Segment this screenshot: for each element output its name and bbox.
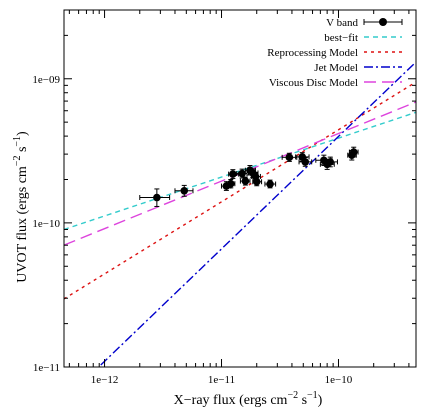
x-axis-title: X−ray flux (ergs cm−2 s−1) [174, 390, 323, 408]
point-marker [226, 179, 235, 188]
legend: V band best−fit Reprocessing Model Jet M… [267, 17, 403, 89]
point-marker [301, 158, 310, 166]
data-point [174, 184, 194, 197]
legend-entry-line-0: best−fit [324, 32, 402, 44]
legend-entry-points: V band [326, 17, 403, 29]
legend-label-points: V band [326, 17, 358, 29]
plot-frame [63, 9, 417, 368]
data-point [236, 168, 248, 179]
data-points [139, 146, 359, 207]
data-point [264, 179, 277, 189]
model-line-0 [64, 111, 416, 231]
y-axis-title: UVOT flux (ergs cm−2 s−1) [12, 131, 30, 283]
data-point [239, 176, 251, 186]
model-line-2 [97, 61, 416, 367]
legend-entry-line-1: Reprocessing Model [267, 47, 402, 59]
point-marker [241, 177, 250, 185]
point-marker [153, 193, 161, 202]
model-lines [64, 61, 416, 367]
plot-area [64, 61, 416, 367]
point-marker [229, 170, 237, 178]
y-tick-label: 1e−11 [33, 362, 60, 374]
legend-label-line-2: Jet Model [314, 62, 358, 74]
data-point [139, 188, 171, 207]
data-point [322, 156, 338, 168]
data-point [252, 177, 263, 187]
x-tick-label: 1e−12 [91, 374, 119, 386]
legend-sample-points [363, 18, 403, 26]
point-marker [238, 169, 246, 178]
data-point [225, 178, 236, 189]
data-point [298, 157, 313, 167]
legend-label-line-3: Viscous Disc Model [269, 77, 358, 89]
legend-entry-line-3: Viscous Disc Model [269, 77, 402, 89]
point-marker [349, 148, 358, 156]
point-marker [252, 177, 261, 186]
x-tick-label: 1e−11 [208, 374, 235, 386]
model-line-1 [64, 81, 416, 300]
data-point [281, 152, 298, 162]
y-tick-label: 1e−10 [32, 218, 60, 230]
x-tick-label: 1e−10 [325, 374, 353, 386]
y-tick-label: 1e−09 [32, 74, 60, 86]
point-marker [266, 180, 274, 188]
point-marker [285, 153, 294, 162]
legend-point-marker [379, 18, 387, 26]
axis-ticks: 1e−12 1e−11 1e−10 1e−11 1e−10 1e−09 [32, 10, 416, 386]
point-marker [180, 186, 189, 195]
legend-label-line-0: best−fit [324, 32, 358, 44]
data-point [348, 146, 359, 158]
legend-entry-line-2: Jet Model [314, 62, 402, 74]
point-marker [326, 158, 335, 166]
legend-label-line-1: Reprocessing Model [267, 47, 358, 59]
